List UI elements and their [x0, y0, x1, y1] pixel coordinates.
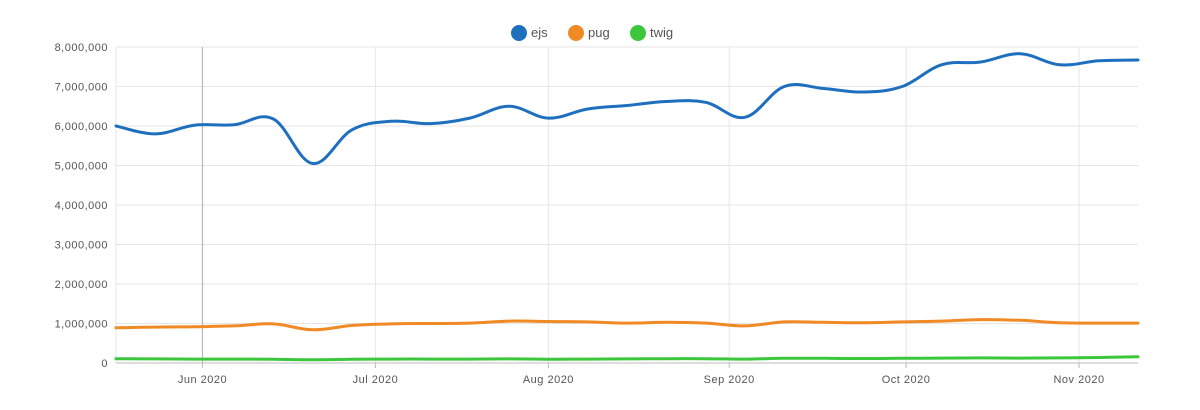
legend: ejs pug twig [511, 25, 673, 41]
gridlines [116, 46, 1138, 363]
legend-label-pug: pug [588, 25, 610, 40]
y-tick-label: 3,000,000 [55, 240, 108, 252]
x-tick-label: Nov 2020 [1053, 374, 1104, 386]
axes: 0 1,000,000 2,000,000 3,000,000 4,000,000 5,0… [55, 42, 1138, 386]
x-tick-label: Sep 2020 [704, 374, 755, 386]
legend-item-twig[interactable]: twig [630, 25, 673, 41]
series-line-ejs [114, 52, 1140, 165]
x-tick-label: Jun 2020 [178, 374, 227, 386]
y-tick-label: 8,000,000 [55, 42, 108, 54]
legend-label-twig: twig [650, 25, 673, 40]
legend-item-pug[interactable]: pug [568, 25, 610, 41]
y-tick-label: 4,000,000 [55, 200, 108, 212]
y-tick-label: 7,000,000 [55, 82, 108, 94]
y-tick-label: 0 [101, 358, 108, 370]
series-line-pug [114, 318, 1140, 332]
y-tick-label: 2,000,000 [55, 279, 108, 291]
y-tick-label: 1,000,000 [55, 319, 108, 331]
y-tick-label: 6,000,000 [55, 121, 108, 133]
x-tick-label: Jul 2020 [353, 374, 399, 386]
y-tick-label: 5,000,000 [55, 161, 108, 173]
legend-marker-ejs [511, 25, 527, 41]
x-tick-label: Aug 2020 [523, 374, 574, 386]
legend-marker-pug [568, 25, 584, 41]
x-tick-label: Oct 2020 [882, 374, 931, 386]
series-lines [114, 52, 1140, 362]
legend-label-ejs: ejs [531, 25, 548, 40]
series-line-twig [114, 355, 1140, 362]
legend-item-ejs[interactable]: ejs [511, 25, 548, 41]
legend-marker-twig [630, 25, 646, 41]
